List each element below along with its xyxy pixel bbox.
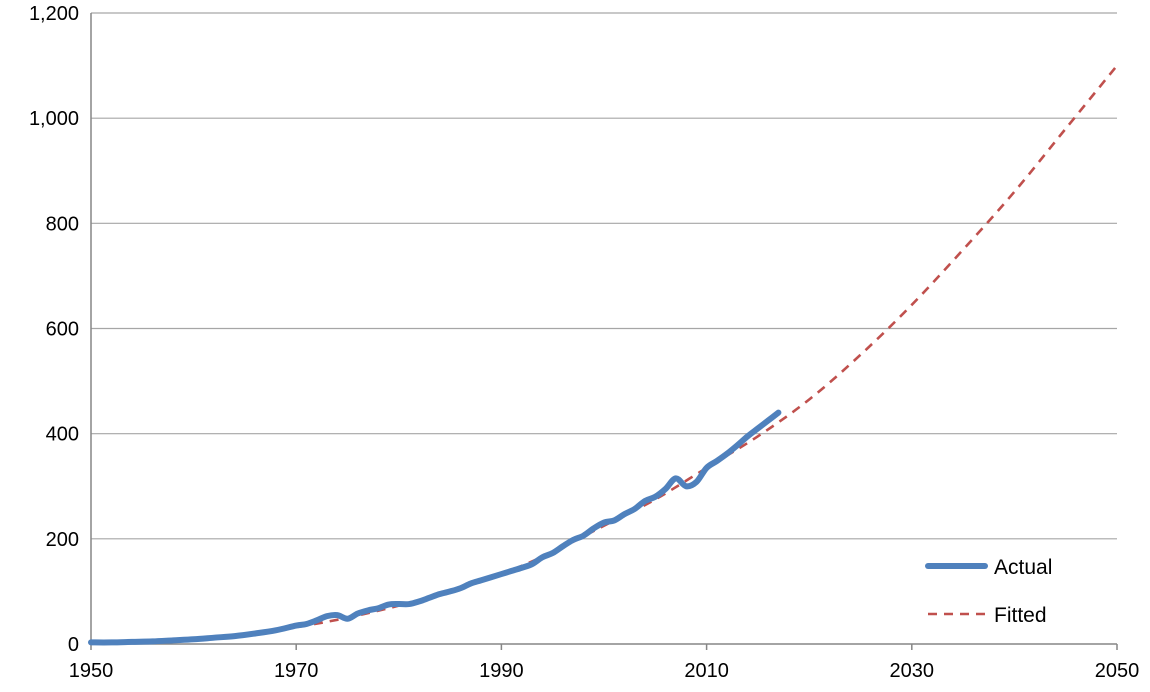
y-tick-label: 0 [68,634,79,656]
gridlines [91,12,1117,540]
axes: 0 200 400 600 800 1,000 1,200 1950 1970 1990 2010 2… [29,3,1139,682]
y-tick-label: 1,200 [29,3,79,25]
y-tick-label: 800 [46,213,79,235]
y-tick-label: 400 [46,424,79,446]
x-tick-label: 2010 [684,660,729,682]
x-tick-label: 1950 [69,660,114,682]
legend: Actual Fitted [925,556,1052,627]
x-tick-label: 2050 [1095,660,1140,682]
series-lines [88,64,1119,646]
series-line-actual [88,409,782,646]
x-tick-label: 1990 [479,660,524,682]
y-tick-label: 200 [46,529,79,551]
y-tick-label: 600 [46,319,79,341]
legend-label-actual: Actual [994,556,1052,579]
x-tick-label: 2030 [890,660,935,682]
series-line-fitted [90,64,1119,644]
legend-label-fitted: Fitted [994,604,1047,627]
y-tick-label: 1,000 [29,108,79,130]
x-tick-label: 1970 [274,660,319,682]
